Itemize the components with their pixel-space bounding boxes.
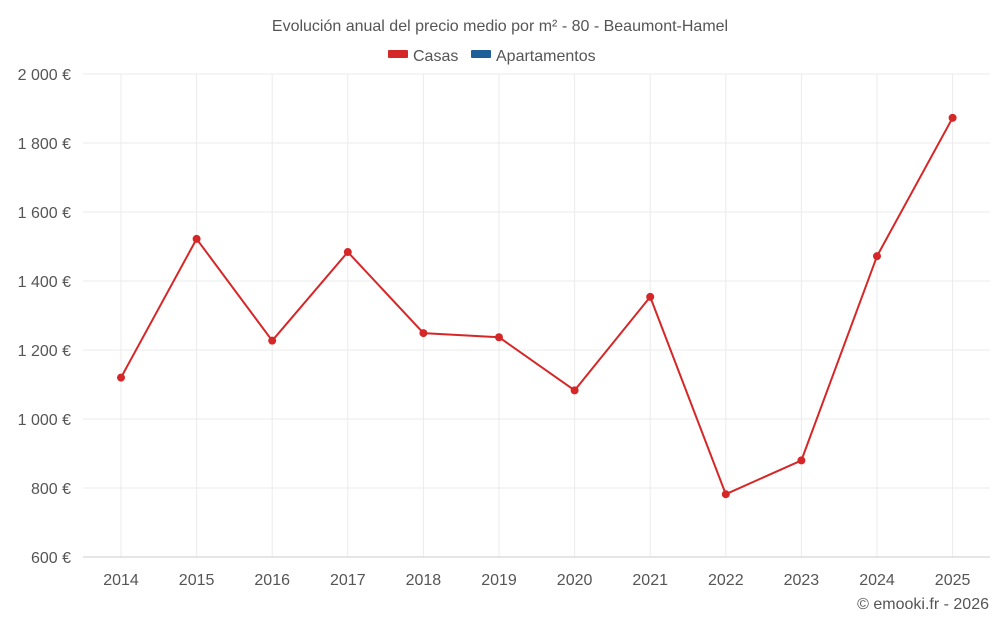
x-tick-label: 2021 (632, 572, 668, 589)
series-line-casas (120, 117, 954, 496)
y-axis-ticks: 600 € 800 € 1 000 € 1 200 € 1 400 € 1 600 € 1 … (18, 67, 71, 567)
x-axis-ticks: 2014 2015 2016 2017 2018 2019 2020 2021 2022 2023… (103, 572, 970, 589)
x-tick-label: 2018 (406, 572, 442, 589)
data-point-casas[interactable] (419, 329, 428, 338)
data-point-casas[interactable] (797, 456, 806, 465)
x-tick-label: 2024 (859, 572, 895, 589)
legend-swatch-casas[interactable] (388, 50, 408, 58)
data-point-casas[interactable] (117, 373, 125, 382)
y-tick-label: 1 800 € (18, 136, 71, 153)
legend: Casas Apartamentos (388, 48, 596, 65)
y-tick-label: 1 400 € (18, 274, 71, 291)
x-tick-label: 2022 (708, 572, 744, 589)
x-tick-label: 2017 (330, 572, 366, 589)
data-point-casas[interactable] (570, 386, 579, 395)
data-point-casas[interactable] (873, 252, 881, 261)
legend-label-casas[interactable]: Casas (413, 48, 458, 65)
data-point-casas[interactable] (495, 333, 503, 342)
data-point-casas[interactable] (721, 490, 730, 499)
x-tick-label: 2016 (254, 572, 290, 589)
x-tick-label: 2023 (784, 572, 820, 589)
x-tick-label: 2014 (103, 572, 139, 589)
x-tick-label: 2019 (481, 572, 517, 589)
y-tick-label: 1 200 € (18, 343, 71, 360)
y-tick-label: 1 000 € (18, 412, 71, 429)
data-point-casas[interactable] (646, 292, 655, 301)
y-tick-label: 1 600 € (18, 205, 71, 222)
data-point-casas[interactable] (343, 248, 352, 257)
y-tick-label: 2 000 € (18, 67, 71, 84)
legend-swatch-apartamentos[interactable] (471, 50, 491, 58)
data-point-casas[interactable] (948, 113, 957, 122)
series-casas (117, 113, 957, 499)
data-point-casas[interactable] (268, 336, 277, 345)
vertical-gridlines (120, 74, 954, 557)
y-tick-label: 800 € (31, 481, 71, 498)
chart-title: Evolución anual del precio medio por m² … (272, 18, 728, 35)
horizontal-gridlines (83, 73, 990, 558)
y-tick-label: 600 € (31, 550, 71, 567)
x-tick-label: 2015 (179, 572, 215, 589)
x-tick-label: 2020 (557, 572, 593, 589)
data-point-casas[interactable] (192, 234, 201, 243)
legend-label-apartamentos[interactable]: Apartamentos (496, 48, 596, 65)
credit-text: © emooki.fr - 2026 (857, 596, 989, 613)
x-tick-label: 2025 (935, 572, 971, 589)
